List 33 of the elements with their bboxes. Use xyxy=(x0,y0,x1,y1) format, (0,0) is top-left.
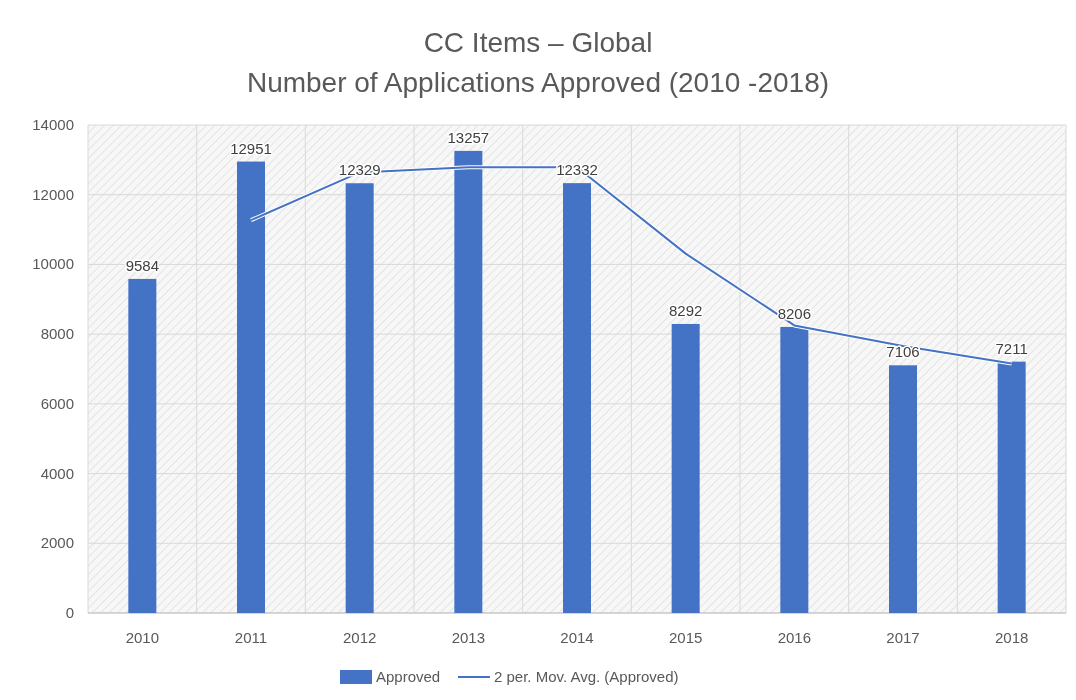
bar xyxy=(345,183,374,613)
x-tick-label: 2011 xyxy=(234,629,268,646)
bar xyxy=(563,183,591,613)
data-label: 13257 xyxy=(447,128,490,146)
data-label: 9584 xyxy=(125,256,160,274)
y-tick-label: 4000 xyxy=(40,464,74,482)
x-tick-label: 2016 xyxy=(777,629,812,646)
bar xyxy=(671,323,700,613)
legend-label: Approved xyxy=(376,668,441,685)
chart-title: CC Items – Global xyxy=(423,27,653,58)
data-label: 7106 xyxy=(886,343,920,361)
data-label: 7211 xyxy=(995,339,1028,357)
data-label: 8292 xyxy=(668,301,703,319)
y-tick-label: 10000 xyxy=(32,255,74,273)
y-tick-label: 12000 xyxy=(32,185,74,203)
y-tick-label: 0 xyxy=(65,604,74,621)
data-label: 12951 xyxy=(230,139,272,157)
x-tick-label: 2010 xyxy=(125,629,160,646)
legend-label: 2 per. Mov. Avg. (Approved) xyxy=(494,668,679,685)
x-tick-label: 2015 xyxy=(668,629,703,646)
bar xyxy=(889,365,917,613)
y-tick-label: 2000 xyxy=(40,534,74,552)
x-tick-label: 2012 xyxy=(342,629,377,646)
y-tick-label: 14000 xyxy=(32,116,74,133)
chart-subtitle: Number of Applications Approved (2010 -2018) xyxy=(246,67,830,98)
y-tick-label: 8000 xyxy=(40,325,74,343)
x-tick-label: 2017 xyxy=(886,629,920,646)
y-tick-label: 6000 xyxy=(40,394,74,412)
x-tick-label: 2018 xyxy=(994,629,1029,646)
x-tick-label: 2014 xyxy=(560,629,594,646)
bar xyxy=(128,278,157,613)
x-tick-label: 2013 xyxy=(451,629,486,646)
data-label: 8206 xyxy=(777,304,812,322)
